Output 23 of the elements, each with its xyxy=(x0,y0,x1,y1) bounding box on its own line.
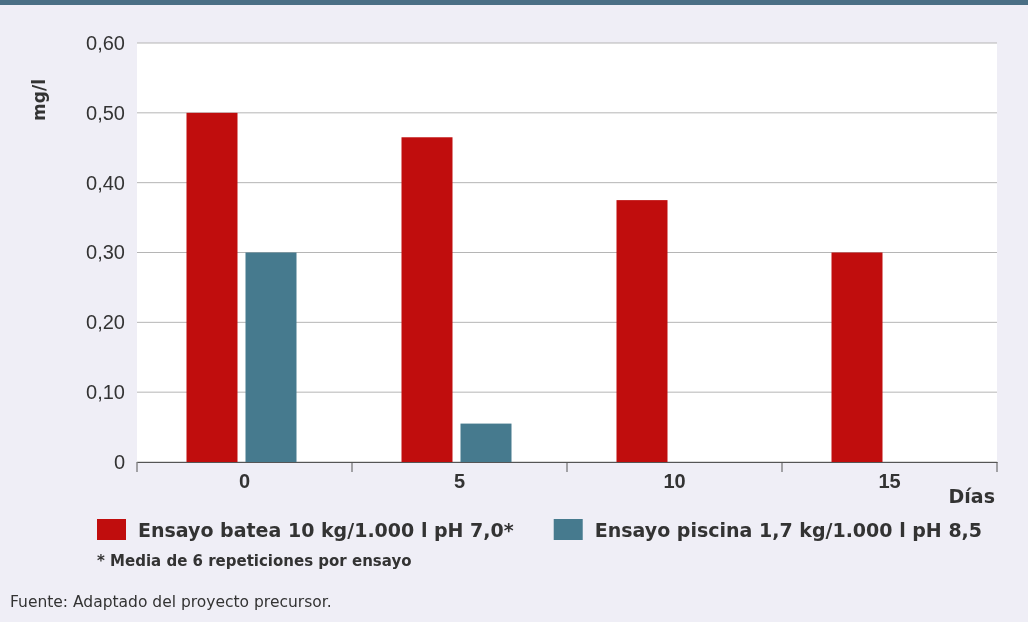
legend-label: Ensayo batea 10 kg/1.000 l pH 7,0* xyxy=(138,519,514,541)
y-tick-label: 0,40 xyxy=(86,171,125,194)
legend-label: Ensayo piscina 1,7 kg/1.000 l pH 8,5 xyxy=(594,519,983,541)
y-tick-label: 0,30 xyxy=(86,241,125,264)
text: * Media de 6 repeticiones por ensayo xyxy=(97,552,412,570)
y-tick-label: 0,10 xyxy=(86,381,125,404)
x-axis-title: Días xyxy=(948,485,995,507)
y-tick-label: 0 xyxy=(113,450,125,473)
x-tick-label: 5 xyxy=(453,470,466,493)
bar xyxy=(186,112,238,462)
x-tick-label: 15 xyxy=(878,470,901,493)
bar xyxy=(831,252,883,462)
source-note: Fuente: Adaptado del proyecto precursor. xyxy=(10,593,332,611)
x-tick-label: 10 xyxy=(663,470,686,493)
y-tick-label: 0,50 xyxy=(86,101,125,124)
y-axis-title: mg/l xyxy=(29,79,49,121)
x-tick-label: 0 xyxy=(238,470,251,493)
y-tick-label: 0,60 xyxy=(86,31,125,54)
bar xyxy=(460,423,512,462)
bar xyxy=(401,137,453,462)
bar xyxy=(245,252,297,462)
y-tick-label: 0,20 xyxy=(86,311,125,334)
bar xyxy=(616,200,668,462)
